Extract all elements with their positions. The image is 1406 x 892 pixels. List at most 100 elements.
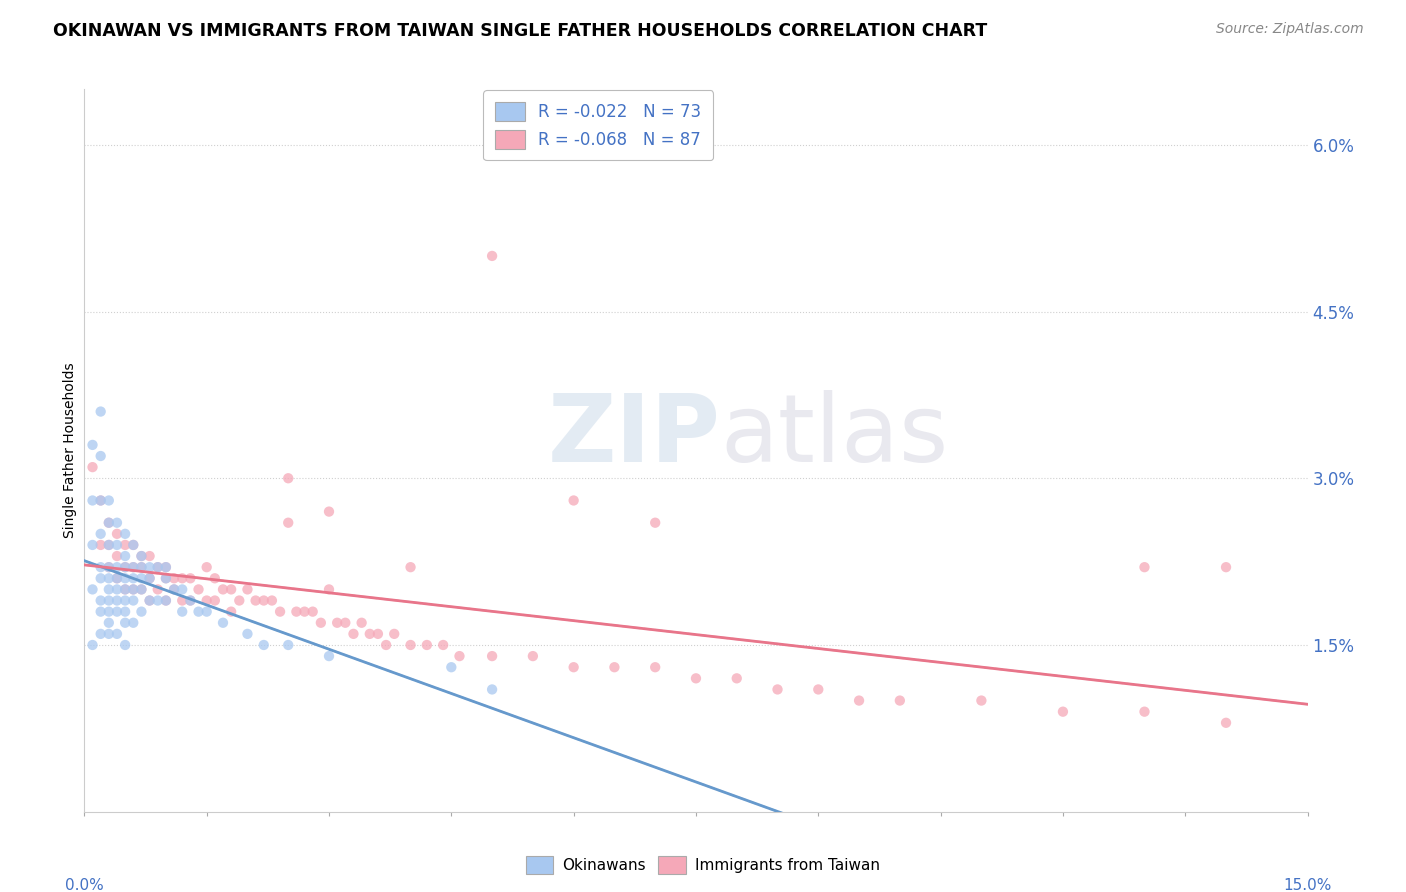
Point [131,560,153,574]
Point [82,460,104,475]
Point [195,605,218,619]
Point [245,593,267,607]
Point [285,605,308,619]
Point [90,560,112,574]
Point [416,638,439,652]
Point [138,549,160,563]
Point [122,538,145,552]
Point [114,538,136,552]
Point [766,682,789,697]
Point [131,560,153,574]
Point [603,660,626,674]
Point [172,582,194,597]
Point [172,605,194,619]
Point [725,671,748,685]
Point [114,549,136,563]
Point [889,693,911,707]
Point [277,471,299,485]
Point [1215,715,1237,730]
Point [90,605,112,619]
Point [382,627,405,641]
Text: OKINAWAN VS IMMIGRANTS FROM TAIWAN SINGLE FATHER HOUSEHOLDS CORRELATION CHART: OKINAWAN VS IMMIGRANTS FROM TAIWAN SINGL… [53,22,987,40]
Point [131,571,153,585]
Point [82,538,104,552]
Text: 0.0%: 0.0% [65,879,104,892]
Point [114,526,136,541]
Point [114,582,136,597]
Point [179,571,201,585]
Point [90,493,112,508]
Point [122,582,145,597]
Legend: R = -0.022   N = 73, R = -0.068   N = 87: R = -0.022 N = 73, R = -0.068 N = 87 [484,90,713,161]
Point [212,615,235,630]
Point [138,593,160,607]
Point [138,571,160,585]
Point [82,582,104,597]
Point [155,571,177,585]
Text: 15.0%: 15.0% [1284,879,1331,892]
Point [146,560,169,574]
Point [309,615,332,630]
Point [1052,705,1074,719]
Point [90,593,112,607]
Point [122,615,145,630]
Point [114,582,136,597]
Point [204,593,226,607]
Point [440,660,463,674]
Point [187,605,209,619]
Point [122,560,145,574]
Point [105,516,128,530]
Point [253,638,276,652]
Point [1215,560,1237,574]
Point [155,571,177,585]
Point [163,582,186,597]
Point [562,493,585,508]
Point [97,605,120,619]
Point [114,615,136,630]
Point [359,627,381,641]
Point [90,449,112,463]
Point [90,538,112,552]
Point [318,505,340,519]
Point [212,582,235,597]
Point [82,493,104,508]
Point [90,627,112,641]
Point [105,571,128,585]
Point [807,682,830,697]
Point [97,560,120,574]
Point [277,516,299,530]
Point [97,538,120,552]
Point [105,549,128,563]
Point [97,516,120,530]
Point [90,493,112,508]
Text: ZIP: ZIP [547,390,720,482]
Point [228,593,250,607]
Point [260,593,283,607]
Point [644,516,666,530]
Point [82,438,104,452]
Point [90,404,112,418]
Point [318,582,340,597]
Point [294,605,316,619]
Point [301,605,323,619]
Point [105,593,128,607]
Point [204,571,226,585]
Point [97,593,120,607]
Point [146,560,169,574]
Point [114,638,136,652]
Text: atlas: atlas [720,390,949,482]
Legend: Okinawans, Immigrants from Taiwan: Okinawans, Immigrants from Taiwan [520,850,886,880]
Point [236,582,259,597]
Point [1133,705,1156,719]
Point [97,516,120,530]
Point [195,560,218,574]
Point [146,582,169,597]
Point [685,671,707,685]
Point [172,593,194,607]
Point [318,649,340,664]
Point [97,571,120,585]
Point [155,593,177,607]
Point [342,627,364,641]
Point [449,649,471,664]
Point [97,538,120,552]
